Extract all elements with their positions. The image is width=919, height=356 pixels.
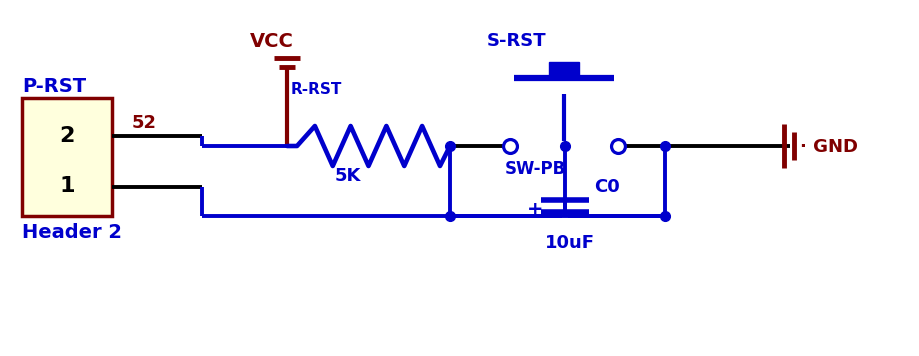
Text: C0: C0 <box>594 178 619 196</box>
Text: 2: 2 <box>59 126 74 146</box>
Bar <box>549 62 578 78</box>
Text: VCC: VCC <box>250 32 293 51</box>
Text: P-RST: P-RST <box>22 77 86 96</box>
Text: R-RST: R-RST <box>290 82 342 96</box>
Text: 5K: 5K <box>335 167 361 185</box>
Text: · GND: · GND <box>800 138 857 156</box>
Bar <box>22 98 112 216</box>
Text: S-RST: S-RST <box>486 32 546 50</box>
Text: 1: 1 <box>59 177 74 197</box>
Text: 10uF: 10uF <box>544 234 595 252</box>
Text: Header 2: Header 2 <box>22 223 122 242</box>
Text: +: + <box>527 200 543 220</box>
Text: 52: 52 <box>131 114 157 132</box>
Text: SW-PB: SW-PB <box>505 160 565 178</box>
